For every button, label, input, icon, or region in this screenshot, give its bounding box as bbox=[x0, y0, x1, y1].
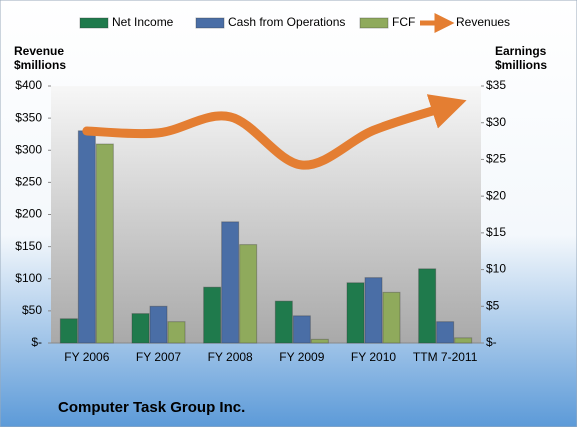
y-tick-label: $50 bbox=[22, 303, 42, 317]
y-tick-label: $350 bbox=[15, 110, 42, 124]
y-axis-label: Revenue bbox=[14, 44, 64, 58]
x-tick-label: TTM 7-2011 bbox=[413, 350, 478, 364]
y2-tick-label: $15 bbox=[486, 225, 506, 239]
bar bbox=[346, 282, 365, 344]
legend-swatch bbox=[195, 17, 225, 29]
y-tick-label: $200 bbox=[15, 207, 42, 221]
x-tick-label: FY 2010 bbox=[351, 350, 396, 364]
legend-swatch bbox=[359, 17, 389, 29]
bar bbox=[364, 277, 383, 344]
bar bbox=[203, 286, 222, 344]
y-tick-label: $300 bbox=[15, 142, 42, 156]
bar bbox=[239, 244, 258, 344]
y2-tick-label: $10 bbox=[486, 262, 506, 276]
y-tick-label: $100 bbox=[15, 271, 42, 285]
legend-swatch bbox=[79, 17, 109, 29]
bar bbox=[382, 291, 401, 344]
bar bbox=[167, 321, 186, 344]
plot-area bbox=[51, 86, 481, 343]
bar bbox=[418, 268, 437, 344]
legend-label: Net Income bbox=[112, 15, 174, 29]
y2-tick-label: $35 bbox=[486, 78, 506, 92]
y-tick-label: $400 bbox=[15, 78, 42, 92]
bar bbox=[149, 305, 168, 344]
bar bbox=[310, 338, 329, 344]
bar bbox=[59, 318, 78, 344]
y-tick-label: $250 bbox=[15, 175, 42, 189]
y-tick-label: $150 bbox=[15, 239, 42, 253]
line bbox=[82, 94, 467, 170]
x-tick-label: FY 2009 bbox=[279, 350, 324, 364]
legend-label: Cash from Operations bbox=[228, 15, 345, 29]
bar bbox=[95, 143, 114, 344]
y2-tick-label: $25 bbox=[486, 152, 506, 166]
y2-tick-label: $5 bbox=[486, 298, 500, 312]
bar bbox=[77, 130, 96, 344]
y2-tick-label: $30 bbox=[486, 115, 506, 129]
x-tick-label: FY 2006 bbox=[64, 350, 109, 364]
bar bbox=[292, 315, 311, 344]
y2-tick-label: $20 bbox=[486, 188, 506, 202]
bar bbox=[454, 337, 473, 344]
y-tick-label: $- bbox=[31, 335, 42, 349]
bar bbox=[274, 300, 293, 344]
bar bbox=[436, 321, 455, 344]
x-tick-label: FY 2008 bbox=[208, 350, 253, 364]
y-axis-label: $millions bbox=[14, 58, 66, 72]
y2-axis-label: $millions bbox=[495, 58, 547, 72]
y2-tick-label: $- bbox=[486, 335, 497, 349]
legend-label: FCF bbox=[392, 15, 415, 29]
bar bbox=[131, 313, 150, 344]
x-tick-label: FY 2007 bbox=[136, 350, 181, 364]
y2-axis-label: Earnings bbox=[495, 44, 547, 58]
bar bbox=[221, 221, 240, 344]
legend-label: Revenues bbox=[456, 15, 510, 29]
chart-title: Computer Task Group Inc. bbox=[58, 399, 245, 416]
